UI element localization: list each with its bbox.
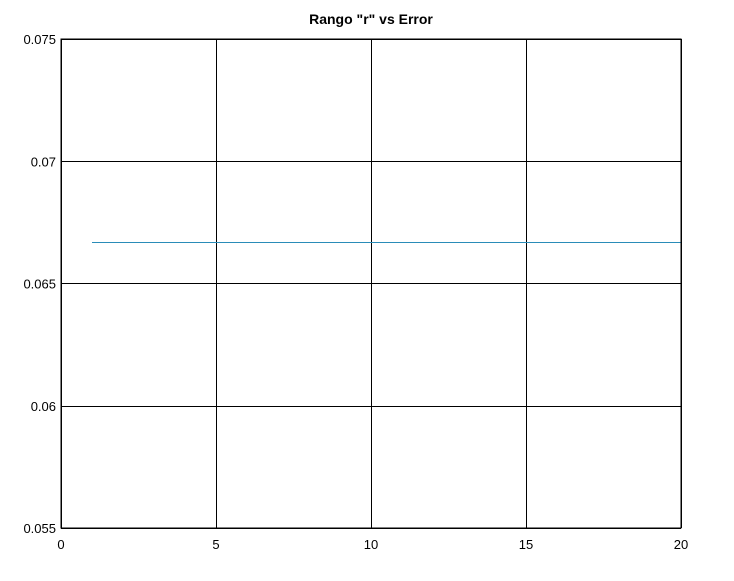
x-tick-label: 0 — [57, 537, 64, 552]
y-tick-label: 0.065 — [23, 277, 56, 292]
x-tick-label: 5 — [212, 537, 219, 552]
y-tick-label: 0.06 — [31, 399, 56, 414]
x-axis-ticks: 0 5 10 15 20 — [57, 39, 688, 552]
y-tick-label: 0.075 — [23, 32, 56, 47]
chart-title: Rango "r" vs Error — [309, 11, 433, 27]
x-tick-label: 10 — [364, 537, 378, 552]
x-tick-label: 15 — [519, 537, 533, 552]
y-tick-label: 0.055 — [23, 521, 56, 536]
y-axis-ticks: 0.055 0.06 0.065 0.07 0.075 — [23, 32, 681, 536]
x-tick-label: 20 — [674, 537, 688, 552]
y-tick-label: 0.07 — [31, 154, 56, 169]
grid — [61, 39, 682, 529]
